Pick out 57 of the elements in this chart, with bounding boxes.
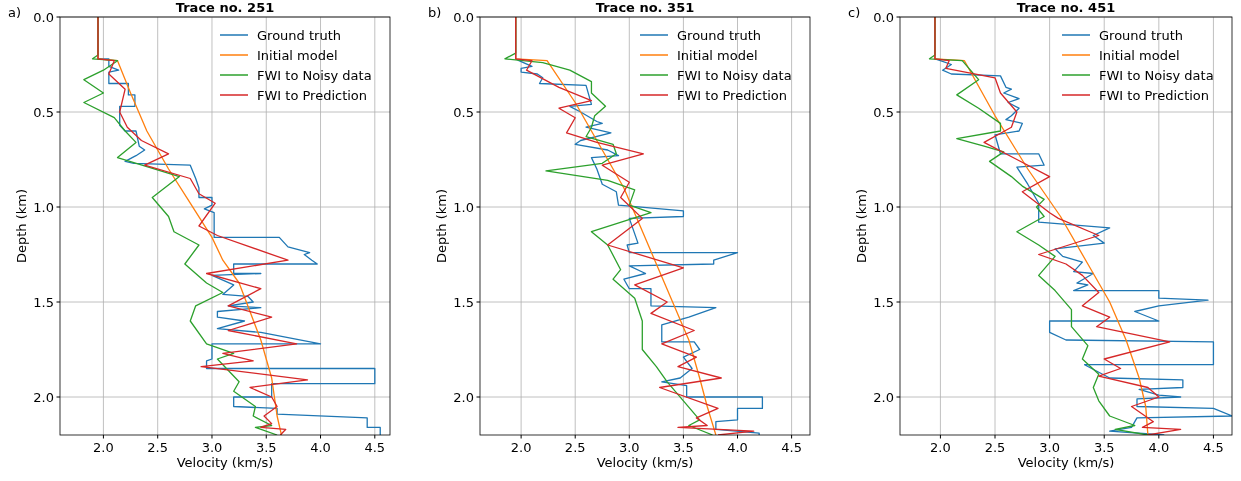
- y-tick-label: 0.5: [33, 104, 54, 120]
- y-axis-title: Depth (km): [434, 188, 449, 264]
- y-tick-label: 1.5: [453, 294, 474, 310]
- y-tick-label: 1.0: [873, 199, 894, 215]
- text: a): [8, 5, 22, 20]
- y-tick-label: 1.5: [33, 294, 54, 310]
- x-tick-label: 2.0: [510, 440, 532, 455]
- y-axis-title: Depth (km): [14, 188, 29, 264]
- x-tick-label: 2.5: [984, 440, 1006, 455]
- text: c): [848, 5, 861, 20]
- x-tick-label: 4.0: [310, 440, 331, 455]
- x-tick-label: 2.0: [930, 440, 951, 455]
- x-tick-label: 3.0: [1039, 440, 1060, 455]
- x-tick-label: 3.0: [618, 440, 640, 455]
- x-axis-title: Velocity (km/s): [176, 455, 274, 470]
- y-tick-label: 2.0: [33, 389, 54, 405]
- legend-label: FWI to Prediction: [257, 88, 368, 103]
- x-tick-label: 2.5: [147, 440, 169, 455]
- legend-label: Initial model: [677, 48, 758, 63]
- legend-label: FWI to Noisy data: [257, 68, 372, 83]
- y-tick-label: 1.0: [453, 199, 474, 215]
- y-tick-label: 1.5: [873, 294, 894, 310]
- legend-label: Initial model: [257, 48, 338, 63]
- chart-title: Trace no. 451: [1016, 0, 1116, 15]
- y-axis-title: Depth (km): [854, 188, 869, 264]
- y-tick-label: 0.5: [873, 104, 894, 120]
- x-tick-label: 2.5: [564, 440, 586, 455]
- x-tick-label: 3.5: [673, 440, 694, 455]
- legend-label: Initial model: [1099, 48, 1180, 63]
- y-tick-label: 2.0: [873, 389, 894, 405]
- x-tick-label: 4.5: [781, 440, 802, 455]
- legend-label: FWI to Noisy data: [677, 68, 792, 83]
- y-tick-label: 2.0: [453, 389, 474, 405]
- y-tick-label: 1.0: [33, 199, 54, 215]
- legend-label: Ground truth: [677, 28, 761, 43]
- x-tick-label: 3.5: [255, 440, 277, 455]
- legend-label: FWI to Prediction: [1099, 88, 1210, 103]
- y-tick-label: 0.0: [453, 9, 474, 25]
- x-axis-title: Velocity (km/s): [1017, 455, 1115, 470]
- x-tick-label: 2.0: [93, 440, 114, 455]
- chart-title: Trace no. 251: [175, 0, 275, 15]
- x-tick-label: 4.0: [1148, 440, 1170, 455]
- y-tick-label: 0.5: [453, 104, 474, 120]
- legend-label: FWI to Prediction: [677, 88, 788, 103]
- x-tick-label: 3.5: [1093, 440, 1115, 455]
- x-tick-label: 4.5: [1203, 440, 1224, 455]
- x-tick-label: 4.0: [727, 440, 748, 455]
- x-tick-label: 3.0: [201, 440, 223, 455]
- y-tick-label: 0.0: [33, 9, 54, 25]
- y-tick-label: 0.0: [873, 9, 894, 25]
- text: b): [428, 5, 442, 20]
- legend-label: Ground truth: [257, 28, 341, 43]
- legend-label: FWI to Noisy data: [1099, 68, 1214, 83]
- legend-label: Ground truth: [1099, 28, 1183, 43]
- x-tick-label: 4.5: [364, 440, 386, 455]
- x-axis-title: Velocity (km/s): [596, 455, 694, 470]
- chart-title: Trace no. 351: [595, 0, 695, 15]
